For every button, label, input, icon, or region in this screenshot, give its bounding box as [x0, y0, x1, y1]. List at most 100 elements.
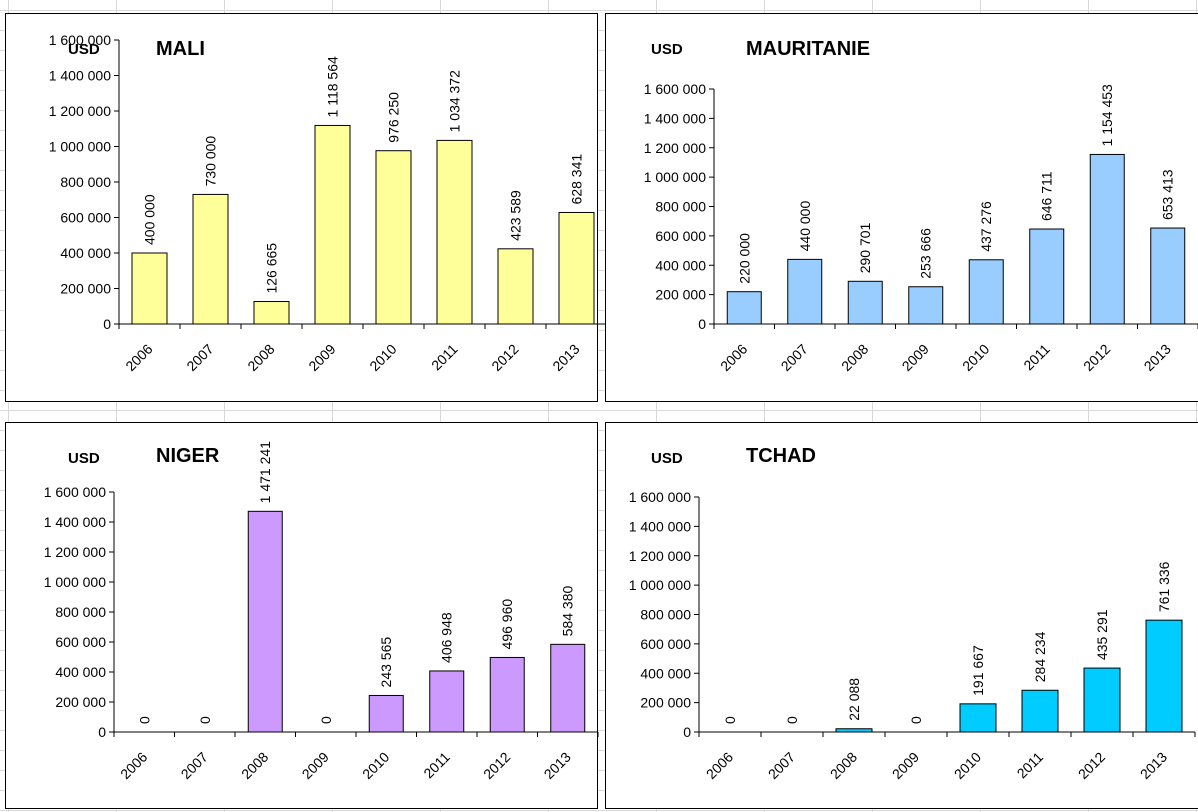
data-label-2010: 191 667 — [970, 645, 986, 696]
chart-panel-mali: USD MALI 0 200 000 400 000 600 000 800 000 1 … — [5, 13, 608, 402]
bar-2007 — [787, 258, 823, 325]
x-tick-label-2010: 2010 — [951, 749, 984, 782]
y-tick-label: 0 — [683, 724, 691, 740]
chart-title: TCHAD — [746, 445, 816, 467]
y-tick-label: 800 000 — [640, 607, 691, 623]
x-tick-label-2006: 2006 — [703, 749, 736, 782]
chart-svg-mali: 0 200 000 400 000 600 000 800 000 1 000 000 1 … — [49, 32, 608, 374]
x-tick-label-2013: 2013 — [1137, 749, 1170, 782]
x-tick-label-2006: 2006 — [122, 341, 155, 374]
x-tick-label-2007: 2007 — [765, 749, 798, 782]
unit-label: USD — [651, 41, 683, 58]
data-label-2008: 1 471 241 — [257, 441, 273, 503]
chart-title: NIGER — [156, 445, 220, 467]
y-tick-label: 400 000 — [60, 245, 111, 261]
data-label-2011: 1 034 372 — [447, 70, 463, 132]
data-label-2009: 1 118 564 — [325, 56, 341, 117]
y-tick-label: 1 400 000 — [629, 518, 691, 534]
y-tick-label: 1 000 000 — [629, 577, 691, 593]
data-label-2007: 0 — [784, 716, 800, 724]
bar-2006 — [131, 252, 168, 325]
bar-2010 — [959, 703, 997, 733]
bar-2008 — [247, 510, 283, 733]
data-label-2009: 0 — [318, 716, 334, 724]
bar-2011 — [429, 670, 465, 733]
data-label-2012: 496 960 — [499, 599, 515, 650]
x-tick-label-2008: 2008 — [827, 749, 860, 782]
y-tick-label: 800 000 — [655, 199, 706, 215]
y-tick-label: 400 000 — [55, 664, 106, 680]
bar-2012 — [1083, 667, 1121, 733]
unit-label: USD — [68, 450, 100, 467]
data-label-2008: 290 701 — [857, 222, 873, 273]
y-tick-label: 1 400 000 — [49, 68, 111, 84]
data-label-2011: 284 234 — [1032, 631, 1048, 682]
y-tick-label: 400 000 — [655, 257, 706, 273]
x-tick-label-2012: 2012 — [1080, 341, 1113, 374]
bar-2010 — [368, 694, 404, 733]
chart-svg-mauritanie: 0 200 000 400 000 600 000 800 000 1 000 000 1 … — [644, 81, 1198, 374]
y-tick-label: 1 600 000 — [49, 32, 111, 48]
y-tick-label: 400 000 — [640, 665, 691, 681]
y-tick-label: 1 600 000 — [44, 484, 106, 500]
data-label-2010: 976 250 — [386, 92, 402, 143]
x-tick-label-2006: 2006 — [717, 341, 750, 374]
bar-2008 — [253, 301, 290, 325]
x-tick-label-2011: 2011 — [1014, 749, 1047, 782]
data-label-2012: 1 154 453 — [1099, 84, 1115, 146]
chart-panel-tchad: USD TCHAD 0 200 000 400 000 600 000 800 000 1… — [605, 422, 1198, 809]
x-tick-label-2011: 2011 — [420, 749, 453, 782]
bar-2009 — [314, 124, 351, 325]
x-tick-label-2010: 2010 — [359, 749, 392, 782]
x-tick-label-2009: 2009 — [899, 341, 932, 374]
x-tick-label-2013: 2013 — [1141, 341, 1174, 374]
x-tick-label-2011: 2011 — [428, 341, 461, 374]
chart-panel-mauritanie: USD MAURITANIE 0 200 000 400 000 600 000 800… — [605, 13, 1198, 402]
bar-2013 — [550, 643, 586, 733]
data-label-2012: 423 589 — [508, 190, 524, 241]
x-tick-label-2007: 2007 — [778, 341, 811, 374]
x-tick-label-2006: 2006 — [117, 749, 150, 782]
x-tick-label-2009: 2009 — [889, 749, 922, 782]
data-label-2007: 440 000 — [797, 201, 813, 252]
data-label-2011: 406 948 — [439, 612, 455, 663]
y-tick-label: 1 000 000 — [44, 574, 106, 590]
bar-2013 — [1150, 227, 1186, 325]
y-tick-label: 0 — [103, 316, 111, 332]
bar-2006 — [726, 291, 762, 325]
data-label-2006: 400 000 — [142, 194, 158, 245]
y-tick-label: 1 600 000 — [629, 489, 691, 505]
bar-2007 — [192, 193, 229, 325]
y-tick-label: 600 000 — [640, 636, 691, 652]
bar-2011 — [1029, 228, 1065, 325]
data-label-2009: 253 666 — [918, 228, 934, 279]
x-tick-label-2012: 2012 — [1075, 749, 1108, 782]
y-tick-label: 0 — [98, 724, 106, 740]
x-tick-label-2012: 2012 — [480, 749, 513, 782]
y-tick-label: 800 000 — [55, 604, 106, 620]
data-label-2009: 0 — [908, 716, 924, 724]
y-tick-label: 1 400 000 — [44, 514, 106, 530]
y-tick-label: 0 — [698, 316, 706, 332]
data-label-2010: 437 276 — [978, 201, 994, 252]
chart-title: MAURITANIE — [746, 38, 871, 60]
bar-2013 — [558, 211, 595, 325]
bar-2010 — [375, 150, 412, 325]
x-tick-label-2009: 2009 — [305, 341, 338, 374]
bar-2008 — [847, 280, 883, 325]
x-tick-label-2007: 2007 — [178, 749, 211, 782]
data-label-2006: 0 — [722, 716, 738, 724]
y-tick-label: 1 000 000 — [49, 139, 111, 155]
data-label-2010: 243 565 — [378, 637, 394, 688]
data-label-2013: 653 413 — [1160, 169, 1176, 220]
unit-label: USD — [651, 450, 683, 467]
y-tick-label: 1 600 000 — [644, 81, 706, 97]
x-tick-label-2011: 2011 — [1020, 341, 1053, 374]
bar-2010 — [968, 259, 1004, 325]
bar-2009 — [908, 286, 944, 325]
bar-2012 — [1089, 153, 1125, 325]
y-tick-label: 200 000 — [55, 694, 106, 710]
y-tick-label: 1 000 000 — [644, 169, 706, 185]
y-tick-label: 1 200 000 — [629, 548, 691, 564]
bar-2011 — [436, 139, 473, 325]
